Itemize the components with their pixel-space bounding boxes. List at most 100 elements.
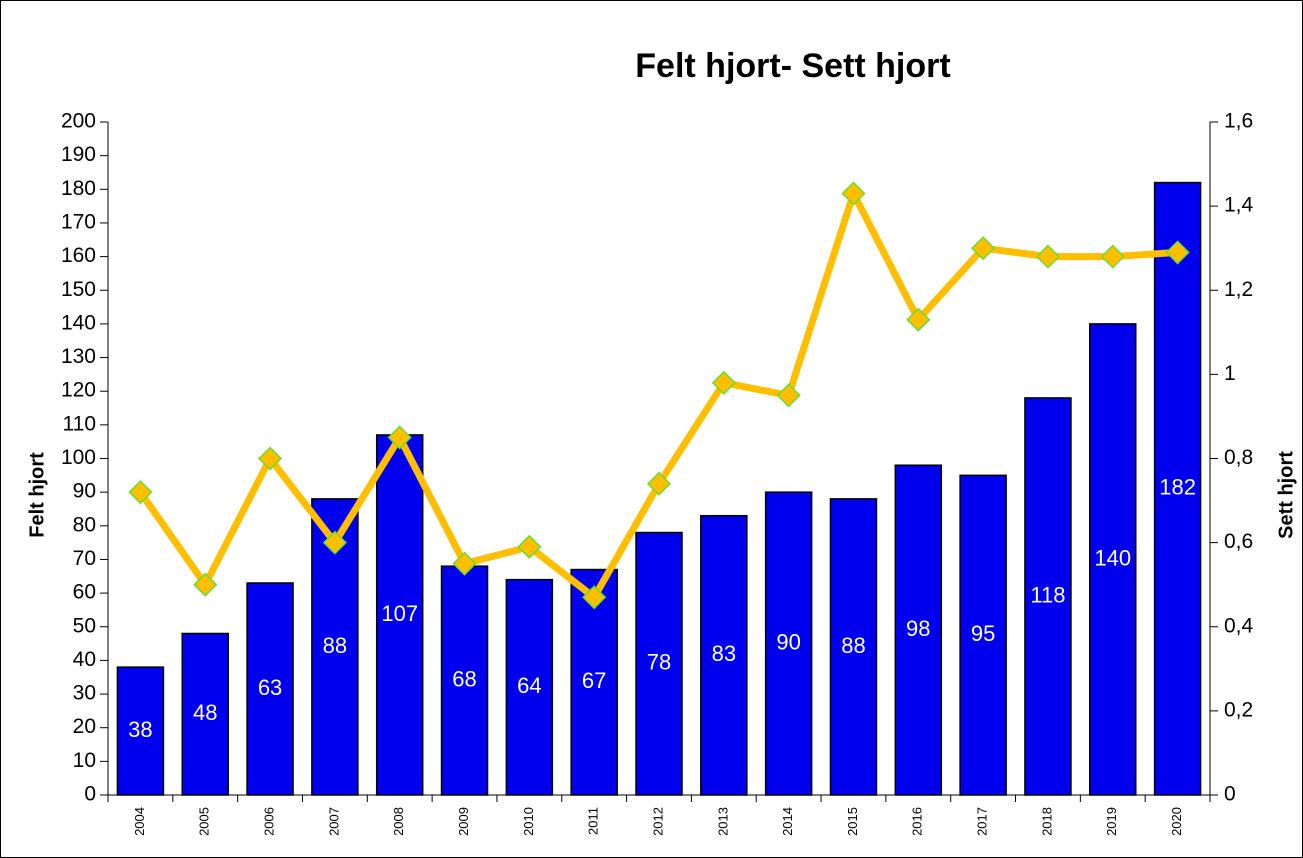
y2-tick-label: 0,6 <box>1224 530 1253 553</box>
bar <box>375 434 424 796</box>
bar-value-label: 67 <box>582 668 606 693</box>
bar <box>1153 181 1202 796</box>
y-tick-label: 120 <box>61 379 96 402</box>
bar-value-label: 63 <box>258 675 282 700</box>
y-tick-label: 10 <box>73 749 96 772</box>
line-marker <box>452 551 477 576</box>
line-marker <box>1165 240 1190 265</box>
x-tick-label: 2014 <box>780 807 795 836</box>
x-tick-label: 2005 <box>197 807 212 836</box>
bar <box>181 632 229 796</box>
line-marker <box>128 480 153 505</box>
y2-tick-label: 1,2 <box>1224 278 1253 301</box>
bar-value-label: 98 <box>906 616 930 641</box>
y-tick-label: 160 <box>61 244 96 267</box>
y-tick-label: 70 <box>73 547 96 570</box>
line-marker <box>322 530 347 555</box>
line-marker <box>776 383 801 408</box>
x-tick-label: 2004 <box>132 807 147 836</box>
y-tick-label: 80 <box>73 513 96 536</box>
y2-tick-label: 1,4 <box>1224 194 1254 217</box>
bar <box>246 582 294 796</box>
bar-value-label: 68 <box>452 666 476 691</box>
bar <box>116 666 165 796</box>
x-tick-label: 2020 <box>1169 807 1184 836</box>
y-tick-label: 40 <box>73 648 96 671</box>
y2-axis-label: Sett hjort <box>1275 451 1297 539</box>
bar <box>635 531 683 796</box>
bar-value-label: 107 <box>381 601 418 626</box>
y2-tick-label: 0,2 <box>1224 698 1253 721</box>
x-tick-label: 2013 <box>715 807 730 836</box>
x-tick-label: 2007 <box>326 807 341 836</box>
bar-value-label: 182 <box>1159 475 1196 500</box>
bar-value-label: 38 <box>128 717 152 742</box>
y-tick-label: 170 <box>61 210 96 233</box>
line-marker <box>646 471 672 496</box>
y-tick-label: 150 <box>61 278 96 301</box>
y-tick-label: 180 <box>61 177 96 200</box>
y-axis-label: Felt hjort <box>26 452 48 538</box>
x-tick-label: 2015 <box>845 807 860 836</box>
bar-value-label: 140 <box>1094 545 1131 570</box>
y2-tick-label: 0,8 <box>1224 446 1253 469</box>
x-tick-label: 2011 <box>586 807 601 835</box>
bar-value-label: 90 <box>776 629 800 654</box>
bar <box>440 565 489 796</box>
bar <box>700 514 748 796</box>
x-tick-label: 2012 <box>650 807 665 836</box>
bar-value-label: 88 <box>323 633 347 658</box>
x-tick-label: 2010 <box>521 807 536 836</box>
bar <box>764 491 813 796</box>
x-tick-label: 2017 <box>975 807 990 836</box>
bar <box>894 464 943 796</box>
x-tick-label: 2019 <box>1104 807 1119 836</box>
y-tick-label: 130 <box>61 345 96 368</box>
line-marker <box>1100 244 1125 269</box>
bar-value-label: 64 <box>517 673 541 698</box>
x-tick-label: 2008 <box>391 807 406 836</box>
x-tick-label: 2016 <box>910 807 925 836</box>
y-tick-label: 140 <box>61 311 96 334</box>
bar-value-label: 88 <box>841 633 865 658</box>
bar <box>829 498 878 796</box>
y-tick-label: 90 <box>73 480 96 503</box>
y-tick-label: 100 <box>61 446 96 469</box>
bar <box>1024 397 1072 796</box>
y-tick-label: 190 <box>61 143 96 166</box>
y-tick-label: 30 <box>73 682 96 705</box>
y-tick-label: 50 <box>73 614 96 637</box>
y2-tick-label: 1,6 <box>1224 110 1253 133</box>
line-marker <box>1035 244 1061 269</box>
y2-tick-label: 0 <box>1224 783 1236 806</box>
line-marker <box>193 572 218 597</box>
bar-value-label: 78 <box>647 650 671 675</box>
x-tick-label: 2006 <box>261 807 276 836</box>
bar <box>505 578 554 796</box>
bar-value-label: 118 <box>1030 582 1065 607</box>
y-tick-label: 0 <box>84 783 96 806</box>
y-tick-label: 60 <box>73 581 96 604</box>
y-tick-label: 110 <box>63 412 96 435</box>
y-tick-label: 200 <box>61 110 96 133</box>
bar-value-label: 83 <box>712 641 736 666</box>
line-marker <box>971 236 996 261</box>
line-marker <box>841 181 866 206</box>
line-marker <box>711 370 736 395</box>
bar-value-label: 95 <box>971 621 995 646</box>
line-marker <box>257 446 283 471</box>
line-marker <box>387 425 412 450</box>
bar <box>1089 323 1137 796</box>
chart-title: Felt hjort- Sett hjort <box>635 47 950 85</box>
y2-tick-label: 0,4 <box>1224 614 1254 637</box>
x-tick-label: 2018 <box>1039 807 1054 836</box>
y-tick-label: 20 <box>73 715 96 738</box>
line-marker <box>582 585 607 610</box>
x-tick-label: 2009 <box>456 807 471 836</box>
line-marker <box>517 534 542 559</box>
bar-value-label: 48 <box>193 700 217 725</box>
y2-tick-label: 1 <box>1224 362 1236 385</box>
line-marker <box>906 307 931 332</box>
bar <box>959 474 1007 796</box>
